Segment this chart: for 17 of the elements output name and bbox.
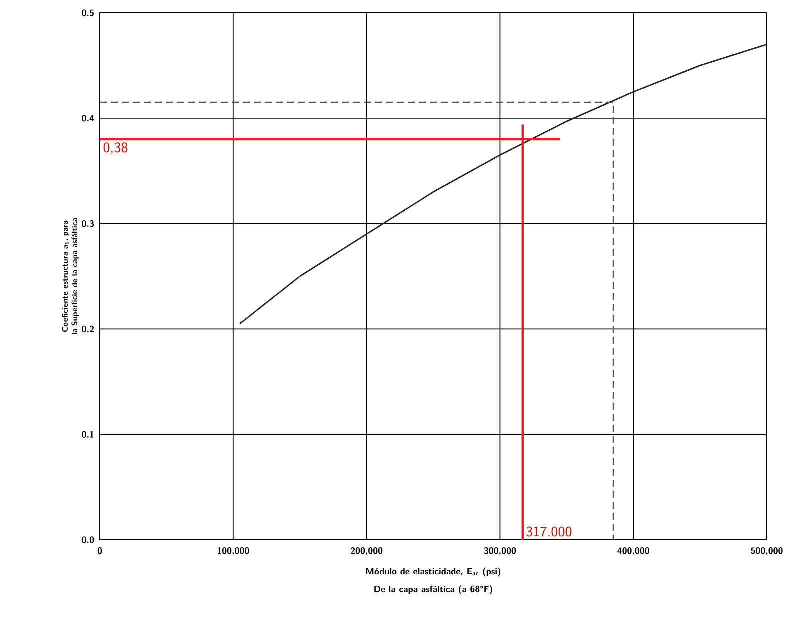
y-tick-label: 0.1	[82, 431, 94, 438]
x-axis-title: Módulo de elasticidade, E$_{ac}$ (psi)	[366, 568, 501, 577]
x-tick-label: 100,000	[218, 548, 250, 555]
y-tick-label: 0.4	[82, 115, 94, 122]
line-series	[239, 44, 768, 325]
text: De la capa asfáltica (a 68°F)	[374, 586, 492, 595]
x-tick-label: 300,000	[484, 548, 516, 555]
x-tick-label: 0	[98, 548, 102, 554]
y-tick-label: 0.2	[82, 326, 94, 333]
x-tick-label: 200,000	[350, 548, 383, 555]
y-tick-label: 0.3	[82, 220, 94, 228]
y-tick-label: 0.5	[82, 10, 94, 16]
annotation: 317.000	[526, 526, 572, 537]
x-tick-label: 400,000	[618, 548, 650, 555]
x-tick-label: 500,000	[751, 548, 783, 555]
y-tick-label: 0.0	[82, 536, 94, 544]
annotation: 0,38	[104, 142, 128, 154]
